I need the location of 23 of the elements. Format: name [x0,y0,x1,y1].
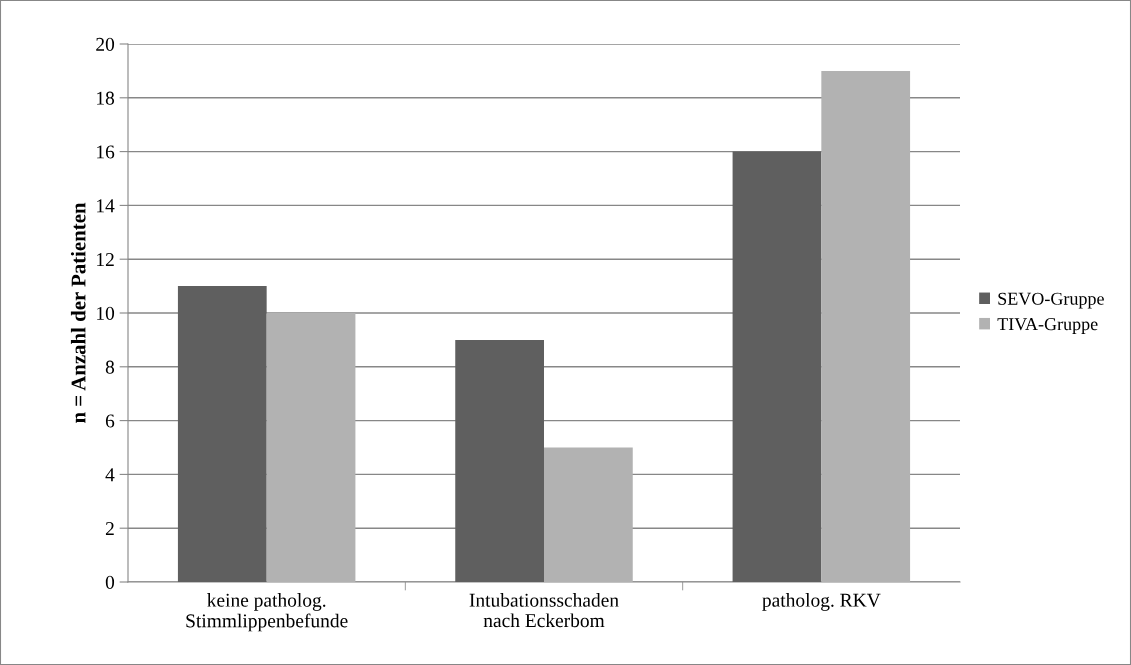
x-tick-label: patholog. RKV [762,593,881,611]
y-tick-label: 0 [105,575,115,589]
bar [821,70,911,582]
y-tick-label: 18 [97,91,115,105]
y-tick-label: 14 [97,199,115,213]
bar [732,151,822,582]
bar [455,339,544,582]
y-tick-label: 16 [97,145,115,159]
x-tick-label: keine patholog. Stimmlippenbefunde [186,593,348,632]
bar [177,286,267,582]
y-tick-label: 10 [97,306,115,320]
y-tick-label: 20 [96,37,115,51]
y-tick-label: 4 [105,468,115,482]
y-tick-label: 6 [105,414,115,428]
y-tick-label: 12 [97,253,114,266]
bar [544,447,633,582]
legend-label: SEVO-Gruppe [998,292,1104,309]
bar [266,313,356,582]
y-tick-label: 8 [105,360,115,374]
y-tick-label: 2 [105,522,114,535]
legend-label: TIVA-Gruppe [997,318,1098,334]
y-axis-title: n = Anzahl der Patienten [70,202,86,423]
x-tick-label: Intubationsschaden nach Eckerbom [469,593,619,628]
